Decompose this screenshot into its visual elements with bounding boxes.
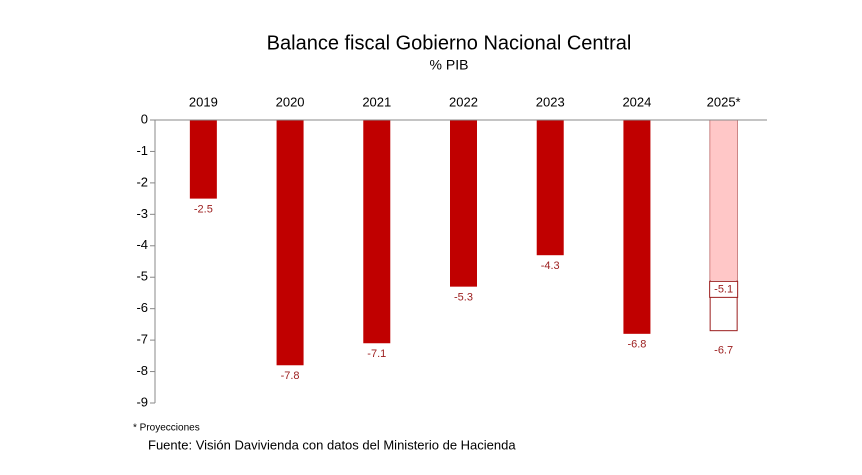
x-tick-label: 2022 xyxy=(449,94,478,109)
value-label: -6.7 xyxy=(714,345,733,357)
value-label: -2.5 xyxy=(194,204,213,216)
y-tick-label: -6 xyxy=(136,300,148,315)
y-tick-label: -7 xyxy=(136,332,148,347)
bar xyxy=(276,120,304,366)
x-tick-label: 2025* xyxy=(707,94,741,109)
y-tick-label: -1 xyxy=(136,143,148,158)
y-tick-label: 0 xyxy=(141,111,148,126)
bar xyxy=(623,120,651,334)
y-tick-label: -9 xyxy=(136,394,148,409)
bar xyxy=(363,120,391,344)
x-tick-label: 2020 xyxy=(276,94,305,109)
value-label: -5.1 xyxy=(714,283,733,295)
bar xyxy=(450,120,477,287)
chart-subtitle: % PIB xyxy=(430,57,469,73)
value-label: -5.3 xyxy=(454,292,473,304)
footnote: * Proyecciones xyxy=(133,423,200,434)
bar xyxy=(536,120,564,256)
chart-title: Balance fiscal Gobierno Nacional Central xyxy=(267,32,632,54)
x-tick-label: 2023 xyxy=(536,94,565,109)
y-tick-label: -8 xyxy=(136,363,148,378)
value-label: -7.1 xyxy=(367,348,386,360)
value-label: -6.8 xyxy=(627,339,646,351)
value-label: -4.3 xyxy=(541,260,560,272)
value-label-box xyxy=(709,280,739,298)
y-tick-label: -4 xyxy=(136,237,148,252)
value-label: -7.8 xyxy=(281,370,300,382)
x-tick-label: 2021 xyxy=(362,94,391,109)
y-tick-label: -5 xyxy=(136,269,148,284)
y-tick-label: -2 xyxy=(136,174,148,189)
bar xyxy=(710,120,738,281)
x-tick-label: 2019 xyxy=(189,94,218,109)
y-tick-label: -3 xyxy=(136,206,148,221)
source: Fuente: Visión Davivienda con datos del … xyxy=(148,437,516,452)
bar xyxy=(189,120,217,199)
x-tick-label: 2024 xyxy=(622,94,651,109)
